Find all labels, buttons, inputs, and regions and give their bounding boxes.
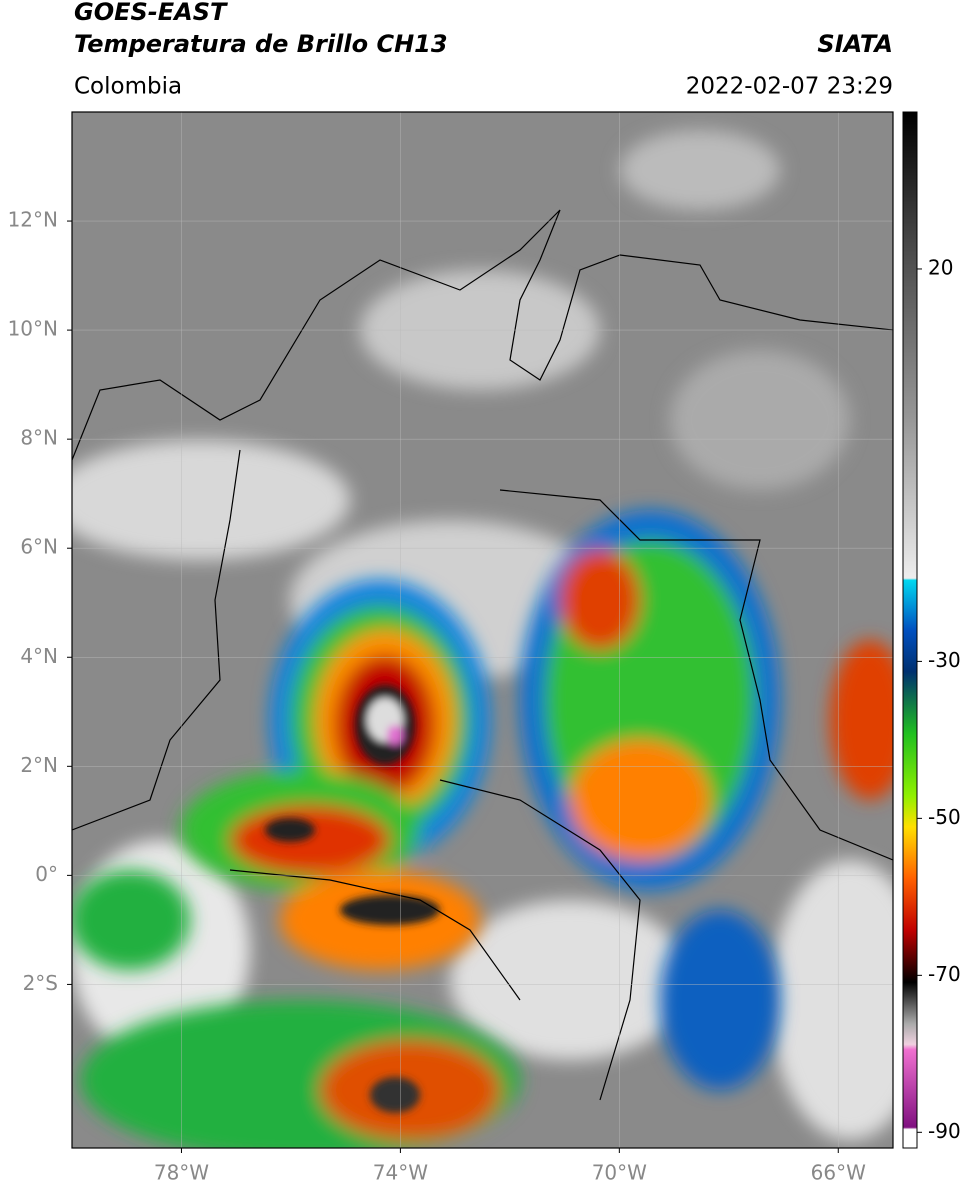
datetime: 2022-02-07 23:29: [686, 74, 893, 100]
lat-tick-label: 2°S: [23, 971, 58, 995]
lat-tick-label: 0°: [35, 862, 58, 886]
lon-tick-label: 74°W: [373, 1161, 428, 1185]
satellite-image: [72, 112, 893, 1148]
colorbar: [902, 111, 918, 1149]
lat-tick-label: 4°N: [20, 644, 58, 668]
title-line-2: Temperatura de Brillo CH13: [74, 30, 448, 58]
lon-tick-label: 70°W: [592, 1161, 647, 1185]
colorbar-tick-label: -70: [928, 962, 961, 986]
lon-tick-label: 66°W: [811, 1161, 866, 1185]
lat-tick-label: 6°N: [20, 535, 58, 559]
lat-tick-label: 8°N: [20, 426, 58, 450]
colorbar-tick-label: -50: [928, 805, 961, 829]
colorbar-tick-label: -30: [928, 648, 961, 672]
title-line-1: GOES-EAST: [74, 0, 228, 26]
colorbar-tick-label: 20: [928, 255, 953, 279]
lon-tick-label: 78°W: [154, 1161, 209, 1185]
lat-tick-label: 2°N: [20, 753, 58, 777]
region: Colombia: [74, 74, 182, 100]
colorbar-tick-label: -90: [928, 1119, 961, 1143]
lat-tick-label: 10°N: [8, 317, 58, 341]
source: SIATA: [817, 30, 893, 58]
lat-tick-label: 12°N: [8, 208, 58, 232]
map-frame: [71, 111, 894, 1149]
